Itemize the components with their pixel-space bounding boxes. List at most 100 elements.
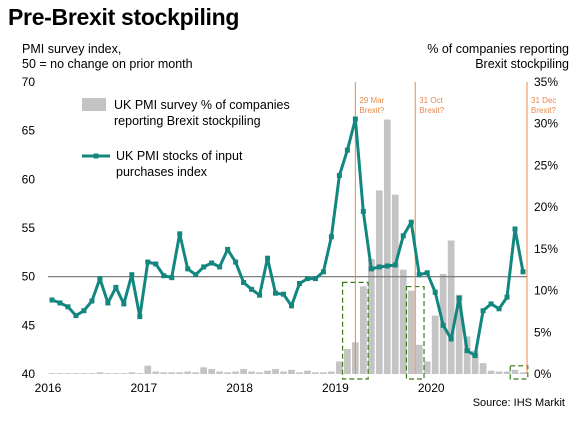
stockpiling-bar xyxy=(160,372,168,374)
legend-line-label: UK PMI stocks of input xyxy=(116,149,243,163)
stockpiling-bar xyxy=(320,372,327,374)
right-tick-label: 30% xyxy=(534,117,558,131)
stocks-index-point xyxy=(328,234,334,240)
left-tick-label: 40 xyxy=(22,367,36,381)
stocks-index-point xyxy=(416,272,422,278)
stocks-index-point xyxy=(400,233,406,239)
stockpiling-bar xyxy=(296,372,303,374)
right-tick-label: 0% xyxy=(534,367,552,381)
stocks-index-point xyxy=(49,297,55,303)
stockpiling-bar xyxy=(479,363,487,374)
x-tick-label: 2017 xyxy=(130,381,157,395)
stocks-index-point xyxy=(281,291,287,297)
stockpiling-bar xyxy=(328,371,335,374)
stocks-index-point xyxy=(496,306,502,312)
x-tick-label: 2016 xyxy=(35,381,62,395)
stockpiling-bar xyxy=(312,372,319,374)
stockpiling-bar xyxy=(120,373,128,374)
stocks-index-point xyxy=(113,284,119,290)
stockpiling-bar xyxy=(503,371,511,374)
stockpiling-bar xyxy=(232,371,239,374)
stockpiling-bar xyxy=(415,344,423,374)
stockpiling-bar xyxy=(272,368,279,374)
event-label: 31 Dec xyxy=(531,96,556,105)
stocks-index-point xyxy=(464,348,470,354)
stockpiling-bar xyxy=(240,368,247,374)
stockpiling-bar xyxy=(471,350,479,374)
stockpiling-bar xyxy=(216,371,223,374)
stockpiling-bar xyxy=(112,373,120,374)
stocks-index-point xyxy=(73,313,79,319)
stocks-index-point xyxy=(376,264,382,270)
stockpiling-bar xyxy=(264,370,271,374)
stocks-index-point xyxy=(424,270,430,276)
stocks-index-point xyxy=(304,276,310,282)
stocks-index-point xyxy=(121,301,127,307)
stocks-index-point xyxy=(504,294,510,300)
stockpiling-bar xyxy=(184,371,192,374)
legend-bar-label: reporting Brexit stockpiling xyxy=(114,114,261,128)
event-label: Brexit? xyxy=(419,106,444,115)
right-axis-title-line-1: % of companies reporting xyxy=(427,42,569,56)
stockpiling-bar xyxy=(375,190,383,374)
stockpiling-bar xyxy=(152,371,160,374)
event-label: Brexit? xyxy=(531,106,556,115)
stockpiling-bar xyxy=(128,372,136,374)
stocks-index-point xyxy=(145,259,151,265)
stocks-index-point xyxy=(344,147,350,153)
right-tick-label: 15% xyxy=(534,242,558,256)
stocks-index-point xyxy=(288,303,294,309)
stockpiling-bar xyxy=(367,258,375,374)
left-tick-label: 50 xyxy=(22,270,36,284)
stockpiling-bar xyxy=(495,371,503,374)
x-tick-label: 2019 xyxy=(322,381,349,395)
stockpiling-bar xyxy=(383,119,391,375)
left-axis-title-line-2: 50 = no change on prior month xyxy=(22,57,193,71)
event-label: Brexit? xyxy=(359,106,384,115)
stocks-index-point xyxy=(193,272,199,278)
stockpiling-bar xyxy=(519,372,527,374)
stocks-index-point xyxy=(137,314,143,320)
left-tick-label: 45 xyxy=(22,318,36,332)
stockpiling-bar xyxy=(359,286,367,374)
source-note: Source: IHS Markit xyxy=(472,397,565,409)
stocks-index-point xyxy=(257,292,263,298)
stocks-index-point xyxy=(265,255,271,261)
stockpiling-bar xyxy=(256,372,263,374)
stocks-index-point xyxy=(448,336,454,342)
stocks-index-point xyxy=(233,259,239,265)
stocks-index-point xyxy=(249,286,255,292)
left-axis-title-line-1: PMI survey index, xyxy=(22,42,122,56)
left-tick-label: 65 xyxy=(22,124,36,138)
stocks-index-point xyxy=(177,231,183,237)
stocks-index-point xyxy=(81,308,87,314)
legend-bar-label: UK PMI survey % of companies xyxy=(114,98,290,112)
stocks-index-point xyxy=(65,304,71,310)
stocks-index-point xyxy=(336,172,342,178)
stockpiling-bar xyxy=(391,194,399,374)
stockpiling-bar xyxy=(423,361,431,374)
legend-line-label: purchases index xyxy=(116,165,208,179)
stocks-index-point xyxy=(217,264,223,270)
left-tick-label: 60 xyxy=(22,172,36,186)
right-tick-label: 25% xyxy=(534,158,558,172)
event-label: 29 Mar xyxy=(359,96,384,105)
stocks-index-point xyxy=(97,276,103,282)
stocks-index-point xyxy=(368,266,374,272)
stocks-index-point xyxy=(89,298,95,304)
stocks-index-point xyxy=(209,260,215,266)
stockpiling-bar xyxy=(88,373,96,374)
stockpiling-bar xyxy=(80,373,88,374)
stockpiling-bar xyxy=(344,348,351,374)
stocks-index-point xyxy=(312,276,318,282)
stockpiling-bar xyxy=(176,372,184,374)
stockpiling-bar xyxy=(431,315,439,374)
page-title: Pre-Brexit stockpiling xyxy=(8,4,240,30)
stockpiling-bar xyxy=(96,372,104,374)
stocks-index-point xyxy=(456,295,462,301)
stockpiling-bar xyxy=(208,368,216,374)
stockpiling-bar xyxy=(455,294,463,374)
right-axis-title: % of companies reporting Brexit stockpil… xyxy=(427,42,569,72)
right-tick-label: 5% xyxy=(534,325,552,339)
